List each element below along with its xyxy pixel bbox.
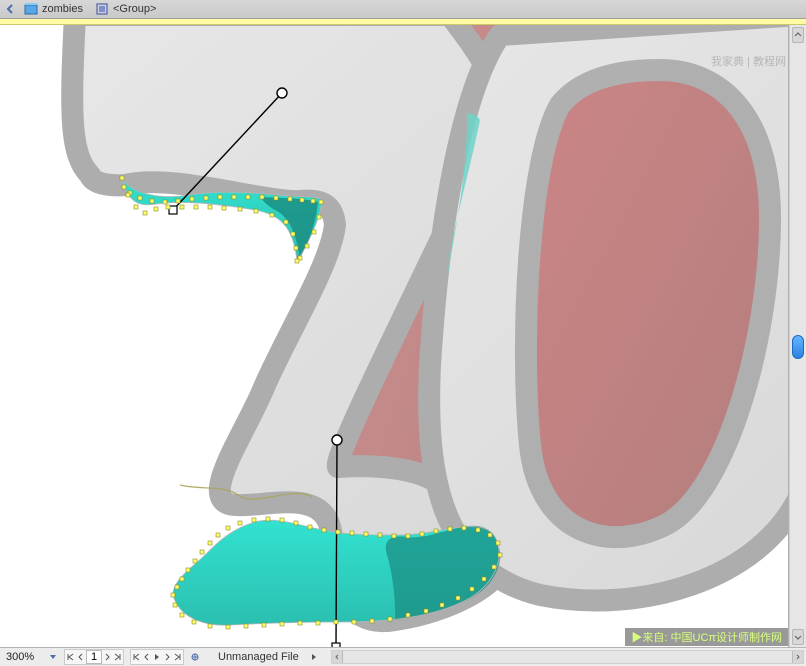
prev-frame-button[interactable] bbox=[142, 651, 152, 663]
status-bar: 300% 1 Unmanaged File bbox=[0, 647, 806, 666]
scroll-thumb[interactable] bbox=[792, 335, 804, 359]
vertical-scrollbar[interactable] bbox=[789, 25, 806, 647]
watermark-corner: 我家典 | 教程网 bbox=[711, 53, 786, 69]
zoom-dropdown[interactable] bbox=[48, 652, 58, 662]
page-number[interactable]: 1 bbox=[86, 650, 102, 664]
frame-navigator bbox=[130, 649, 184, 665]
scroll-up-button[interactable] bbox=[792, 27, 804, 43]
back-button[interactable] bbox=[4, 2, 18, 16]
breadcrumb-document[interactable]: zombies bbox=[24, 2, 83, 16]
chevron-right-icon bbox=[310, 653, 318, 661]
workspace: 我家典 | 教程网 bbox=[0, 25, 806, 647]
group-icon bbox=[95, 2, 109, 16]
extras-dropdown[interactable] bbox=[190, 652, 200, 662]
hscroll-left-button[interactable] bbox=[332, 651, 343, 663]
play-button[interactable] bbox=[152, 651, 162, 663]
chevron-down-icon bbox=[794, 633, 802, 641]
canvas[interactable]: 我家典 | 教程网 bbox=[0, 25, 789, 647]
watermark-bottom: ▶来自: 中国UCπ设计师制作网 bbox=[625, 628, 788, 646]
artwork-svg bbox=[0, 25, 789, 647]
chevron-down-icon bbox=[49, 653, 57, 661]
menu-icon bbox=[190, 652, 200, 662]
breadcrumb-group-label: <Group> bbox=[113, 3, 156, 15]
page-navigator: 1 bbox=[64, 649, 124, 665]
zoom-level[interactable]: 300% bbox=[2, 649, 42, 665]
last-frame-button[interactable] bbox=[172, 651, 182, 663]
horizontal-scrollbar[interactable] bbox=[331, 650, 804, 664]
file-status-label: Unmanaged File bbox=[218, 651, 299, 663]
document-icon bbox=[24, 2, 38, 16]
file-status-next[interactable] bbox=[309, 651, 319, 663]
breadcrumb-group[interactable]: <Group> bbox=[95, 2, 156, 16]
scroll-down-button[interactable] bbox=[792, 629, 804, 645]
back-arrow-icon bbox=[5, 3, 17, 15]
next-frame-button[interactable] bbox=[162, 651, 172, 663]
first-frame-button[interactable] bbox=[132, 651, 142, 663]
hscroll-right-button[interactable] bbox=[792, 651, 803, 663]
breadcrumb-bar: zombies <Group> bbox=[0, 0, 806, 19]
prev-page-button[interactable] bbox=[76, 651, 86, 663]
chevron-up-icon bbox=[794, 31, 802, 39]
last-page-button[interactable] bbox=[112, 651, 122, 663]
breadcrumb-document-label: zombies bbox=[42, 3, 83, 15]
first-page-button[interactable] bbox=[66, 651, 76, 663]
next-page-button[interactable] bbox=[102, 651, 112, 663]
